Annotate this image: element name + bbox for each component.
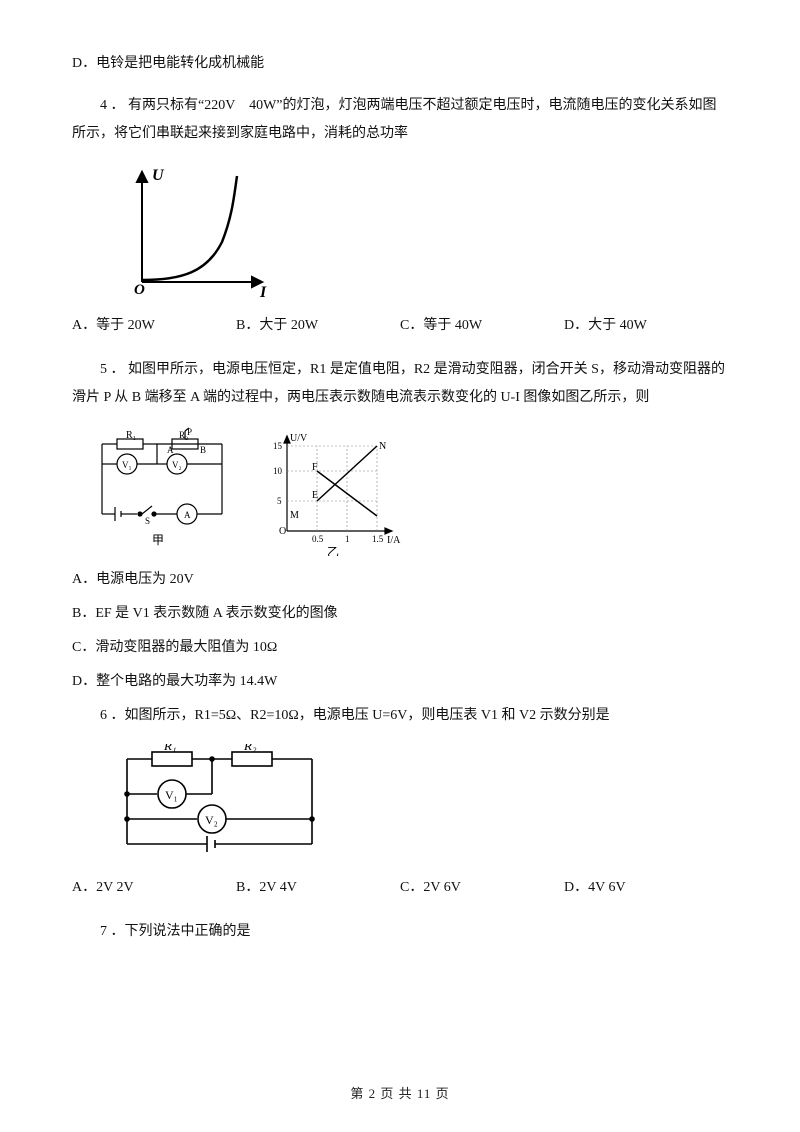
q5-pt-f: F: [312, 462, 318, 473]
q4-opt-d: D．大于 40W: [564, 312, 728, 340]
q5-yt2: 15: [273, 441, 283, 451]
q4-y-label: U: [152, 167, 165, 184]
q6-v1-label: V₁: [165, 788, 178, 802]
svg-text:O: O: [279, 526, 286, 537]
q5-r2-label: R₂: [179, 430, 188, 440]
q6-figure: R₁ R₂ V₁ V₂: [112, 744, 728, 864]
prev-option-d: D．电铃是把电能转化成机械能: [72, 50, 728, 78]
q5-stem: 5 ． 如图甲所示，电源电压恒定，R1 是定值电阻，R2 是滑动变阻器，闭合开关…: [72, 356, 728, 412]
q5-yt0: 5: [277, 496, 282, 506]
q4-origin-label: O: [134, 282, 145, 298]
q5-cap-yi: 乙: [327, 545, 339, 556]
q6-opt-b: B．2V 4V: [236, 874, 400, 902]
q5-b-label: B: [200, 445, 206, 455]
page-footer: 第 2 页 共 11 页: [0, 1083, 800, 1102]
q5-v1-label: V₁: [122, 460, 132, 470]
q6-opt-c: C．2V 6V: [400, 874, 564, 902]
q5-am-label: A: [184, 510, 191, 520]
q5-opt-b: B．EF 是 V1 表示数随 A 表示数变化的图像: [72, 600, 728, 628]
q6-opt-d: D．4V 6V: [564, 874, 728, 902]
q5-pt-n: N: [379, 441, 386, 452]
q6-stem: 6 ．如图所示，R1=5Ω、R2=10Ω，电源电压 U=6V，则电压表 V1 和…: [72, 702, 728, 730]
q5-figure: R₁ P A R₂ B V₁ V₂ S A 甲: [92, 426, 728, 556]
q5-xt1: 1: [345, 534, 350, 544]
q5-xt0: 0.5: [312, 534, 324, 544]
q5-opt-d: D．整个电路的最大功率为 14.4W: [72, 668, 728, 696]
q5-r1-label: R₁: [126, 430, 136, 441]
q5-opt-a: A．电源电压为 20V: [72, 566, 728, 594]
q4-figure: O I U: [112, 162, 728, 302]
q4-opt-c: C．等于 40W: [400, 312, 564, 340]
q4-options: A．等于 20W B．大于 20W C．等于 40W D．大于 40W: [72, 312, 728, 340]
q4-opt-a: A．等于 20W: [72, 312, 236, 340]
q5-s-label: S: [145, 516, 150, 526]
q5-pt-m: M: [290, 510, 299, 521]
q6-r2-label: R₂: [243, 744, 257, 753]
q5-xlabel: I/A: [387, 535, 401, 546]
q5-v2-label: V₂: [172, 460, 182, 470]
q6-r1-label: R₁: [163, 744, 176, 753]
q5-yt1: 10: [273, 466, 283, 476]
q4-stem: 4 ． 有两只标有“220V 40W”的灯泡，灯泡两端电压不超过额定电压时，电流…: [72, 92, 728, 148]
q5-xt2: 1.5: [372, 534, 384, 544]
q6-opt-a: A．2V 2V: [72, 874, 236, 902]
q5-pt-e: E: [312, 490, 318, 501]
q6-v2-label: V₂: [205, 813, 218, 827]
q5-opt-c: C．滑动变阻器的最大阻值为 10Ω: [72, 634, 728, 662]
q7-stem: 7 ．下列说法中正确的是: [72, 918, 728, 946]
q4-x-label: I: [259, 284, 267, 301]
q5-cap-jia: 甲: [152, 533, 164, 547]
q5-a-label: A: [167, 445, 174, 455]
q4-opt-b: B．大于 20W: [236, 312, 400, 340]
q5-ylabel: U/V: [290, 433, 308, 444]
q6-options: A．2V 2V B．2V 4V C．2V 6V D．4V 6V: [72, 874, 728, 902]
